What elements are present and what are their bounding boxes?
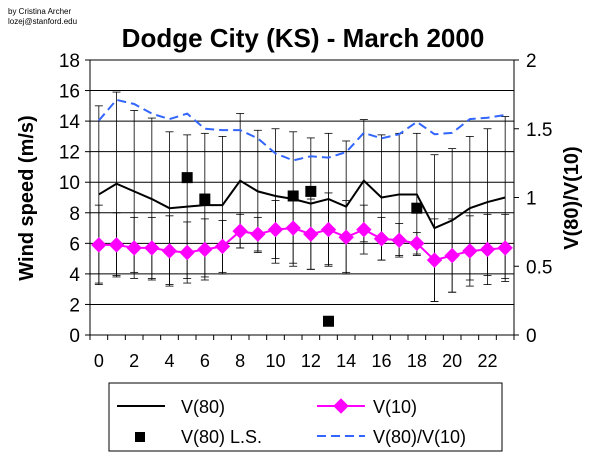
marker-v10-diamond	[91, 237, 107, 253]
y-axis-label: Wind speed (m/s)	[16, 115, 38, 280]
marker-v80-ls-square	[305, 185, 317, 197]
marker-v10-diamond	[320, 221, 337, 238]
x-tick-label-10: 10	[265, 351, 285, 371]
y2-tick-label-1: 1	[526, 189, 537, 210]
marker-v80-ls-square	[199, 193, 211, 205]
y-tick-label-8: 8	[69, 204, 80, 225]
marker-v10-diamond	[214, 238, 231, 255]
y2-tick-label-0: 0	[526, 326, 537, 347]
marker-v10-diamond	[144, 240, 160, 256]
legend-swatch-v80-ls	[135, 432, 145, 442]
gridlines	[90, 90, 514, 305]
x-tick-label-16: 16	[371, 351, 391, 371]
x-tick-label-18: 18	[407, 351, 427, 371]
series-line-ratio	[98, 98, 506, 162]
series-markers	[91, 172, 513, 327]
y-tick-label-16: 16	[59, 82, 80, 103]
legend-label-ratio: V(80)/V(10)	[373, 427, 466, 447]
y2-tick-label-0.5: 0.5	[526, 257, 552, 278]
marker-v10-diamond	[108, 237, 125, 253]
marker-v10-diamond	[303, 226, 319, 242]
marker-v10-diamond	[285, 220, 301, 236]
x-tick-label-22: 22	[477, 351, 497, 371]
legend-label-v10: V(10)	[373, 397, 417, 417]
left-axis-ticks: 0 2 4 6 8 10 12 14 16 18	[59, 51, 90, 347]
y-tick-label-0: 0	[69, 326, 80, 347]
marker-v10-diamond	[197, 241, 213, 258]
x-tick-label-0: 0	[94, 351, 104, 371]
marker-v10-diamond	[373, 231, 390, 247]
marker-v10-diamond	[497, 240, 513, 256]
marker-v10-diamond	[161, 243, 178, 259]
marker-v10-diamond	[426, 252, 443, 268]
legend-label-v80-ls: V(80) L.S.	[181, 427, 262, 447]
marker-v10-diamond	[479, 241, 496, 258]
y-tick-label-14: 14	[59, 112, 81, 133]
y-tick-label-18: 18	[59, 51, 80, 72]
credit-author: by Cristina Archer	[8, 7, 71, 16]
x-tick-label-6: 6	[200, 351, 210, 371]
marker-v10-diamond	[267, 221, 284, 238]
legend-swatch-v10-diamond	[333, 398, 349, 414]
y-tick-label-12: 12	[59, 143, 80, 164]
marker-v80-ls-square	[287, 190, 299, 202]
marker-v10-diamond	[179, 244, 195, 261]
marker-v10-diamond	[250, 226, 266, 242]
marker-v10-diamond	[462, 243, 478, 259]
y-tick-label-4: 4	[69, 265, 80, 286]
marker-v10-diamond	[444, 247, 460, 264]
y-tick-label-2: 2	[69, 295, 80, 316]
credit-email: lozej@stanford.edu	[8, 17, 77, 26]
marker-v80-ls-square	[181, 172, 193, 184]
x-tick-label-2: 2	[129, 351, 139, 371]
x-tick-label-14: 14	[336, 351, 356, 371]
marker-v10-diamond	[356, 221, 372, 238]
series-line-v80	[98, 179, 506, 230]
x-axis-ticks: 0 2 4 6 8 10 12 14 16 18 20 22	[89, 335, 515, 371]
marker-v10-diamond	[126, 240, 142, 256]
marker-v10-diamond	[338, 229, 354, 245]
x-tick-label-4: 4	[164, 351, 174, 371]
x-tick-label-8: 8	[235, 351, 245, 371]
legend: V(80) V(10) V(80) L.S. V(80)/V(10)	[108, 382, 503, 452]
legend-box	[108, 382, 503, 452]
x-tick-label-12: 12	[301, 351, 321, 371]
marker-v10-diamond	[232, 223, 248, 239]
marker-v10-diamond	[409, 235, 425, 252]
chart-title: Dodge City (KS) - March 2000	[122, 23, 485, 53]
y2-tick-label-2: 2	[526, 51, 537, 72]
legend-label-v80: V(80)	[181, 397, 225, 417]
right-axis-ticks: 0 0.5 1 1.5 2	[514, 51, 552, 347]
marker-v80-ls-square	[323, 315, 334, 327]
y-tick-label-6: 6	[69, 234, 80, 255]
y2-axis-label: V(80)/V(10)	[561, 146, 583, 249]
marker-v10-diamond	[391, 232, 407, 248]
marker-v80-ls-square	[411, 202, 423, 214]
x-tick-label-20: 20	[442, 351, 462, 371]
y-tick-label-10: 10	[59, 173, 80, 194]
y2-tick-label-1.5: 1.5	[526, 120, 552, 141]
